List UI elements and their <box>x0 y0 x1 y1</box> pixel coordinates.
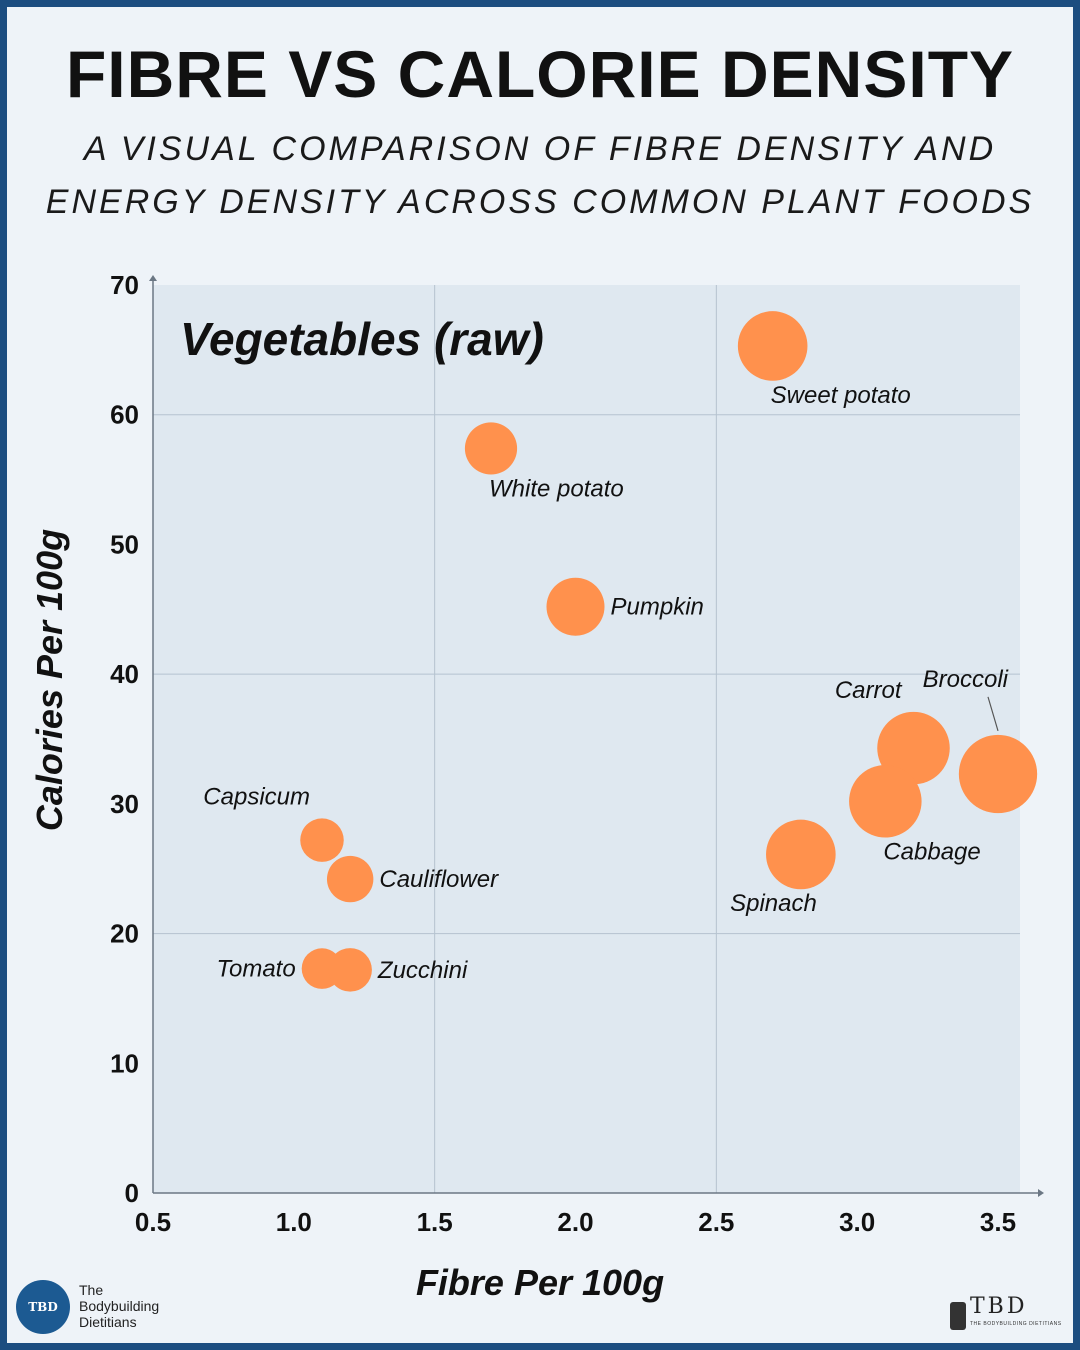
x-tick-label: 2.0 <box>557 1207 593 1237</box>
brand-logo-left: TBD The Bodybuilding Dietitians <box>16 1280 216 1336</box>
data-point <box>300 818 344 862</box>
y-tick-label: 20 <box>110 919 139 949</box>
data-label: White potato <box>489 476 624 503</box>
data-point <box>849 765 922 838</box>
x-tick-label: 1.5 <box>417 1207 453 1237</box>
y-tick-label: 40 <box>110 659 139 689</box>
data-point <box>464 422 518 475</box>
data-label: Cabbage <box>883 839 980 866</box>
data-point <box>328 948 372 992</box>
data-point <box>766 819 836 890</box>
y-axis-arrow <box>149 275 157 281</box>
y-tick-label: 30 <box>110 789 139 819</box>
chart-title: Vegetables (raw) <box>180 313 544 365</box>
data-point <box>958 734 1038 814</box>
y-tick-label: 50 <box>110 529 139 559</box>
data-point <box>546 577 605 636</box>
axis-layer: 0 10 20 30 40 50 60 70 0.5 1.0 1.5 2.0 2.5 3.0 3.5 <box>110 270 1044 1237</box>
data-label: Spinach <box>730 890 817 917</box>
brand-badge: TBD <box>16 1280 70 1334</box>
y-tick-label: 60 <box>110 400 139 430</box>
x-tick-label: 3.5 <box>980 1207 1016 1237</box>
data-label: Carrot <box>835 677 903 704</box>
data-label: Tomato <box>217 956 296 983</box>
data-label: Sweet potato <box>771 382 911 409</box>
brand-logo-right: TBD THE BODYBUILDING DIETITIANS <box>950 1294 1065 1334</box>
data-label: Broccoli <box>923 666 1009 693</box>
points-layer <box>300 311 1038 992</box>
x-tick-label: 2.5 <box>698 1207 734 1237</box>
leader-line <box>987 696 999 732</box>
brand-mark: TBD <box>970 1294 1028 1319</box>
data-label: Zucchini <box>377 957 468 984</box>
brand-tagline: THE BODYBUILDING DIETITIANS <box>970 1321 1062 1327</box>
x-tick-label: 1.0 <box>276 1207 312 1237</box>
y-axis-title: Calories Per 100g <box>29 528 70 832</box>
data-point <box>737 311 808 381</box>
page-title: FIBRE VS CALORIE DENSITY <box>65 37 1015 111</box>
x-tick-label: 0.5 <box>135 1207 171 1237</box>
brand-name-line-1: The <box>79 1282 104 1298</box>
brand-name-line-3: Dietitians <box>79 1314 137 1330</box>
x-tick-label: 3.0 <box>839 1207 875 1237</box>
y-tick-label: 10 <box>110 1048 139 1078</box>
plot-background <box>153 285 1020 1193</box>
subtitle-line-2: ENERGY DENSITY ACROSS COMMON PLANT FOODS <box>45 183 1035 221</box>
labels-layer: Sweet potato White potato Pumpkin Broccoli C… <box>203 382 1008 984</box>
y-tick-label: 70 <box>110 270 139 300</box>
grid-layer <box>153 285 1020 1193</box>
data-label: Pumpkin <box>611 594 704 621</box>
data-point <box>326 855 374 903</box>
x-axis-title: Fibre Per 100g <box>415 1262 665 1303</box>
data-label: Capsicum <box>203 783 310 810</box>
dumbbell-icon <box>950 1302 966 1330</box>
y-tick-label: 0 <box>125 1178 139 1208</box>
x-axis-arrow <box>1038 1189 1044 1197</box>
brand-name: The Bodybuilding Dietitians <box>79 1282 159 1330</box>
subtitle-line-1: A VISUAL COMPARISON OF FIBRE DENSITY AND <box>83 130 997 168</box>
data-label: Cauliflower <box>379 866 499 893</box>
brand-name-line-2: Bodybuilding <box>79 1298 160 1314</box>
data-point <box>877 711 950 785</box>
